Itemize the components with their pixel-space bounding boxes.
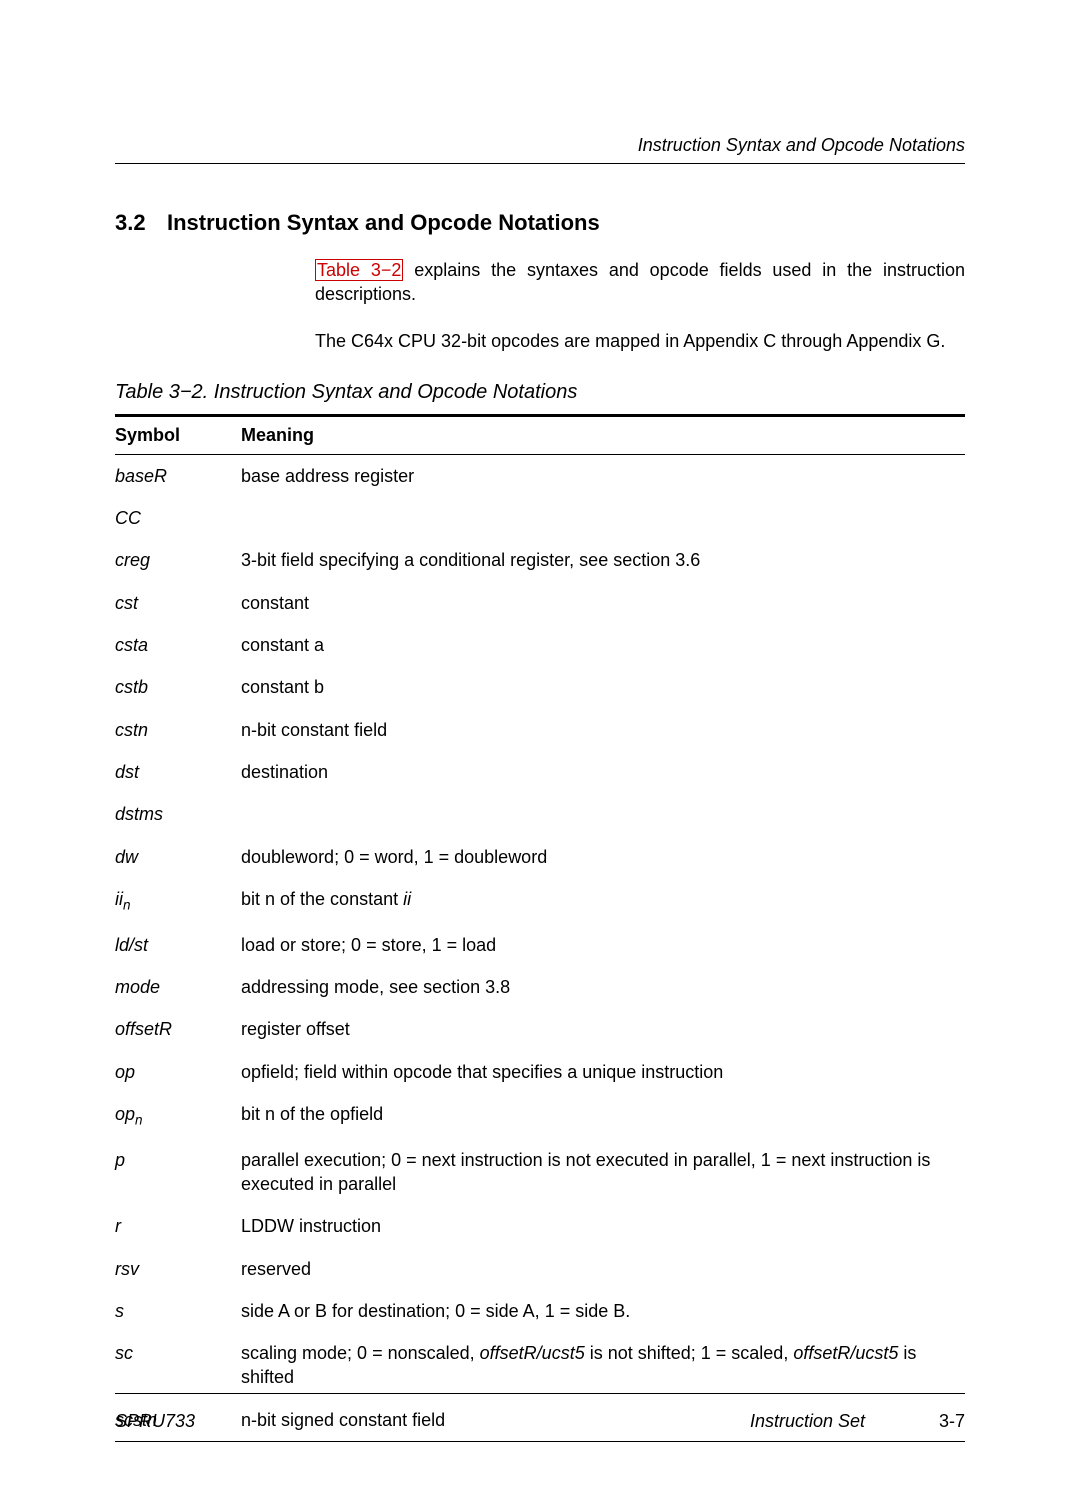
meaning-cell: scaling mode; 0 = nonscaled, offsetR/ucs… xyxy=(241,1332,965,1399)
paragraph-1-rest: explains the syntaxes and opcode fields … xyxy=(315,260,965,304)
table-row: dstms xyxy=(115,793,965,835)
table-row: cstbconstant b xyxy=(115,666,965,708)
table-header-meaning: Meaning xyxy=(241,415,965,454)
section-title: Instruction Syntax and Opcode Notations xyxy=(167,210,600,235)
symbol-cell: CC xyxy=(115,497,241,539)
symbol-cell: cst xyxy=(115,582,241,624)
footer-chapter-name: Instruction Set xyxy=(750,1411,865,1432)
meaning-cell xyxy=(241,497,965,539)
table-row: sside A or B for destination; 0 = side A… xyxy=(115,1290,965,1332)
symbol-cell: dst xyxy=(115,751,241,793)
document-page: Instruction Syntax and Opcode Notations … xyxy=(0,0,1080,1502)
meaning-cell: load or store; 0 = store, 1 = load xyxy=(241,924,965,966)
symbol-cell: csta xyxy=(115,624,241,666)
symbol-cell: opn xyxy=(115,1093,241,1139)
table-row: opopfield; field within opcode that spec… xyxy=(115,1051,965,1093)
table-row: iinbit n of the constant ii xyxy=(115,878,965,924)
table-row: creg3-bit field specifying a conditional… xyxy=(115,539,965,581)
table-row: baseRbase address register xyxy=(115,454,965,497)
table-row: cstaconstant a xyxy=(115,624,965,666)
table-header-symbol: Symbol xyxy=(115,415,241,454)
footer-rule xyxy=(115,1393,965,1394)
running-header: Instruction Syntax and Opcode Notations xyxy=(638,135,965,156)
meaning-cell: destination xyxy=(241,751,965,793)
footer-page-number: 3-7 xyxy=(939,1411,965,1432)
symbol-cell: dstms xyxy=(115,793,241,835)
symbol-cell: sc xyxy=(115,1332,241,1399)
symbol-cell: iin xyxy=(115,878,241,924)
table-row: cstconstant xyxy=(115,582,965,624)
header-rule xyxy=(115,163,965,164)
section-heading: 3.2Instruction Syntax and Opcode Notatio… xyxy=(115,210,965,236)
page-footer: SPRU733 Instruction Set 3-7 xyxy=(115,1411,965,1432)
section-number: 3.2 xyxy=(115,210,167,236)
table-row: opnbit n of the opfield xyxy=(115,1093,965,1139)
meaning-cell: addressing mode, see section 3.8 xyxy=(241,966,965,1008)
symbol-cell: cstb xyxy=(115,666,241,708)
table-row: rsvreserved xyxy=(115,1248,965,1290)
table-row: dwdoubleword; 0 = word, 1 = doubleword xyxy=(115,836,965,878)
symbol-cell: s xyxy=(115,1290,241,1332)
table-row: ld/stload or store; 0 = store, 1 = load xyxy=(115,924,965,966)
table-row: modeaddressing mode, see section 3.8 xyxy=(115,966,965,1008)
paragraph-2: The C64x CPU 32-bit opcodes are mapped i… xyxy=(315,329,965,353)
symbol-cell: baseR xyxy=(115,454,241,497)
symbol-cell: op xyxy=(115,1051,241,1093)
table-row: pparallel execution; 0 = next instructio… xyxy=(115,1139,965,1206)
symbol-cell: offsetR xyxy=(115,1008,241,1050)
footer-doc-id: SPRU733 xyxy=(115,1411,195,1432)
body-text-block: Table 3−2 explains the syntaxes and opco… xyxy=(315,258,965,353)
symbol-cell: creg xyxy=(115,539,241,581)
table-row: cstnn-bit constant field xyxy=(115,709,965,751)
symbol-cell: rsv xyxy=(115,1248,241,1290)
meaning-cell: bit n of the constant ii xyxy=(241,878,965,924)
table-row: scscaling mode; 0 = nonscaled, offsetR/u… xyxy=(115,1332,965,1399)
table-caption: Table 3−2. Instruction Syntax and Opcode… xyxy=(115,381,965,404)
meaning-cell: n-bit constant field xyxy=(241,709,965,751)
meaning-cell: side A or B for destination; 0 = side A,… xyxy=(241,1290,965,1332)
symbol-cell: p xyxy=(115,1139,241,1206)
table-header-row: Symbol Meaning xyxy=(115,415,965,454)
symbol-cell: r xyxy=(115,1205,241,1247)
table-row: CC xyxy=(115,497,965,539)
table-row: rLDDW instruction xyxy=(115,1205,965,1247)
meaning-cell: constant xyxy=(241,582,965,624)
meaning-cell: register offset xyxy=(241,1008,965,1050)
table-row: offsetRregister offset xyxy=(115,1008,965,1050)
symbol-cell: ld/st xyxy=(115,924,241,966)
meaning-cell: doubleword; 0 = word, 1 = doubleword xyxy=(241,836,965,878)
meaning-cell: 3-bit field specifying a conditional reg… xyxy=(241,539,965,581)
meaning-cell: reserved xyxy=(241,1248,965,1290)
paragraph-1: Table 3−2 explains the syntaxes and opco… xyxy=(315,258,965,307)
table-ref-link[interactable]: Table 3−2 xyxy=(315,259,403,281)
symbol-cell: cstn xyxy=(115,709,241,751)
meaning-cell: opfield; field within opcode that specif… xyxy=(241,1051,965,1093)
meaning-cell: bit n of the opfield xyxy=(241,1093,965,1139)
meaning-cell: LDDW instruction xyxy=(241,1205,965,1247)
table-row: dstdestination xyxy=(115,751,965,793)
symbol-cell: mode xyxy=(115,966,241,1008)
meaning-cell: constant a xyxy=(241,624,965,666)
meaning-cell: parallel execution; 0 = next instruction… xyxy=(241,1139,965,1206)
meaning-cell xyxy=(241,793,965,835)
meaning-cell: constant b xyxy=(241,666,965,708)
symbol-cell: dw xyxy=(115,836,241,878)
opcode-table: Symbol Meaning baseRbase address registe… xyxy=(115,414,965,1442)
meaning-cell: base address register xyxy=(241,454,965,497)
